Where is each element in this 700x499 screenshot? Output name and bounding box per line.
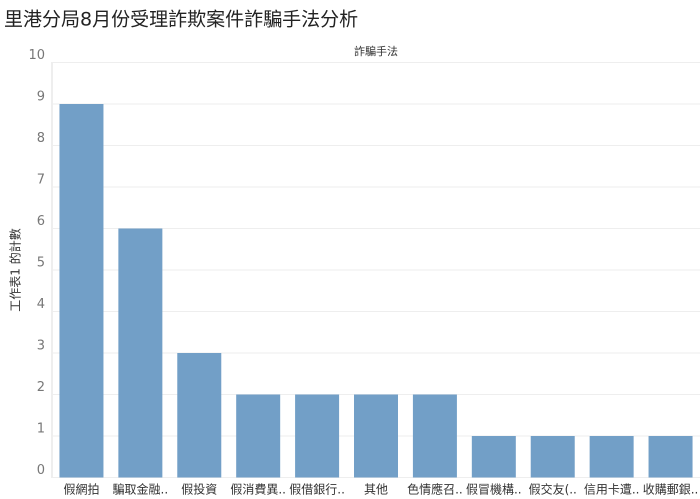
bar [59,104,104,478]
x-tick-label: 假消費異.. [230,482,286,497]
bar [530,436,575,478]
x-tick-label: 假網拍 [63,482,99,497]
y-tick-label: 1 [37,422,45,437]
column-header: 詐騙手法 [354,44,398,58]
bar [354,394,398,478]
x-tick-label: 騙取金融.. [113,482,169,497]
bar [648,436,693,478]
bar [471,436,516,478]
y-tick-label: 10 [28,48,45,63]
bar [295,394,340,478]
x-tick-label: 其他 [364,483,388,497]
y-tick-label: 4 [37,297,45,312]
y-tick-label: 3 [37,339,45,354]
bar [236,394,281,478]
y-axis-label: 工作表1 的計數 [8,228,23,311]
x-tick-label: 信用卡遭.. [584,483,640,497]
y-tick-label: 8 [37,131,45,146]
x-tick-label: 假投資 [181,482,217,497]
x-tick-label: 假借銀行.. [289,483,345,497]
y-tick-label: 9 [37,90,45,105]
y-tick-label: 6 [37,214,45,229]
bar [412,394,457,478]
x-tick-label: 假冒機構.. [466,482,522,497]
y-tick-label: 5 [37,256,45,271]
bar [118,228,163,478]
x-tick-label: 色情應召.. [407,482,463,497]
y-tick-label: 0 [37,463,45,478]
bar [177,353,222,478]
x-tick-label: 假交友(.. [529,482,577,497]
x-tick-label: 收購郵銀.. [643,483,699,497]
chart-title: 里港分局8月份受理詐欺案件詐騙手法分析 [4,9,358,31]
y-tick-label: 2 [37,380,45,395]
y-tick-label: 7 [37,173,45,188]
bar [589,436,634,478]
